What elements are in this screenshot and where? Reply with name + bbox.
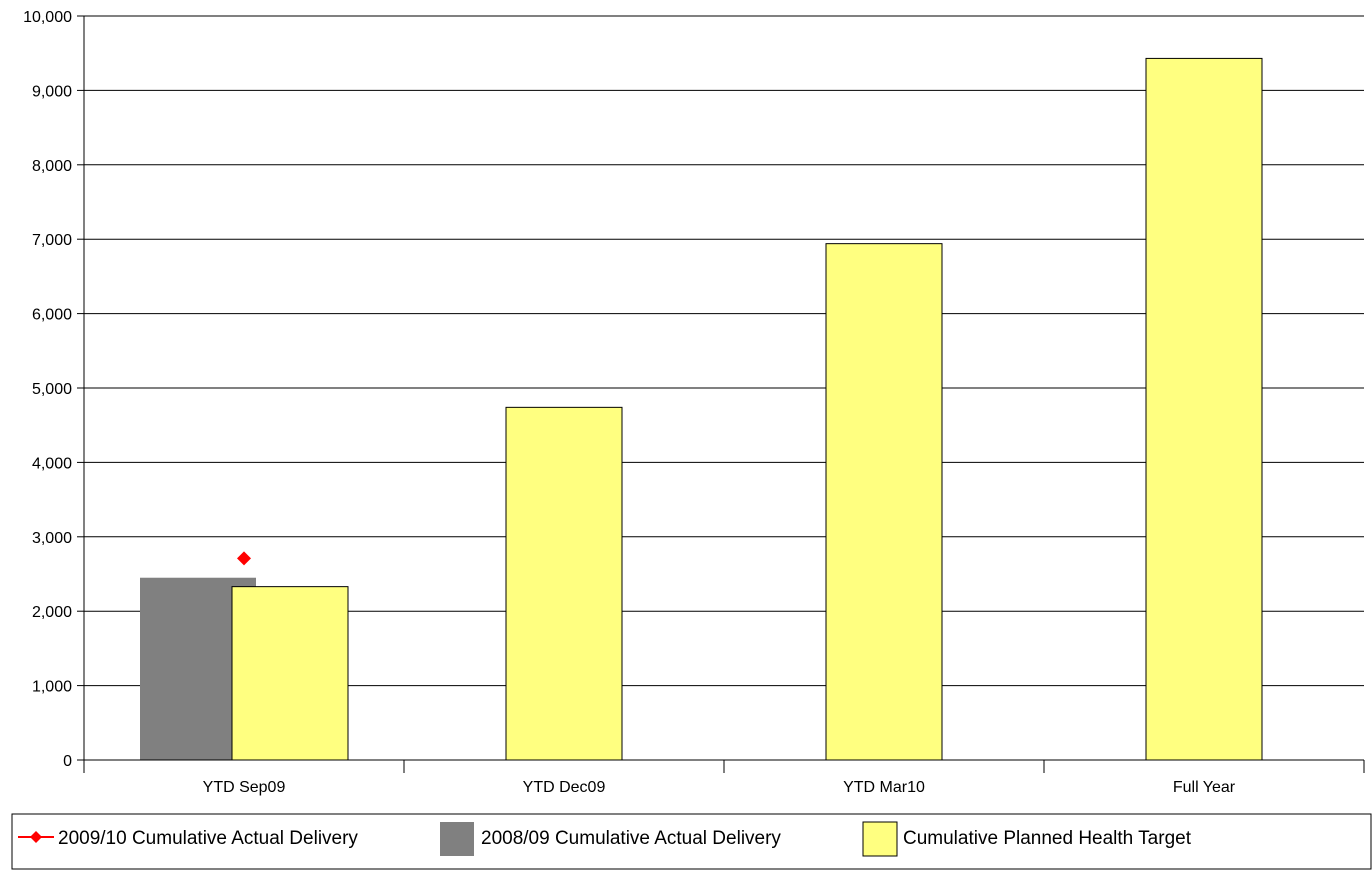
legend-box <box>11 813 1372 870</box>
x-tick-labels: YTD Sep09 YTD Dec09 YTD Mar10 Full Year <box>203 779 1236 796</box>
legend-diamond-icon <box>30 831 42 843</box>
y-tick-label: 6,000 <box>32 307 72 324</box>
legend: 2009/10 Cumulative Actual Delivery 2008/… <box>11 813 1372 870</box>
legend-item-actual-2009-10: 2009/10 Cumulative Actual Delivery <box>18 828 358 849</box>
legend-label-planned-target: Cumulative Planned Health Target <box>903 828 1192 849</box>
bar-planned-target <box>1145 57 1263 761</box>
bar-planned-target <box>505 406 623 761</box>
legend-swatch-gray <box>440 822 474 856</box>
x-tick-label: YTD Dec09 <box>523 779 606 796</box>
legend-swatch-yellow <box>862 821 898 857</box>
legend-label-actual-2009-10: 2009/10 Cumulative Actual Delivery <box>58 828 358 849</box>
y-tick-label: 7,000 <box>32 232 72 249</box>
legend-item-actual-2008-09: 2008/09 Cumulative Actual Delivery <box>440 822 781 856</box>
x-tick-label: Full Year <box>1173 779 1236 796</box>
y-tick-label: 9,000 <box>32 83 72 100</box>
y-tick-label: 5,000 <box>32 381 72 398</box>
bar-planned-target <box>825 243 943 761</box>
bar-planned-target <box>231 586 349 761</box>
x-tick-label: YTD Sep09 <box>203 779 286 796</box>
legend-item-planned-target: Cumulative Planned Health Target <box>862 821 1192 857</box>
marker-actual-2009-10 <box>237 551 251 566</box>
bars <box>140 57 1263 761</box>
y-tick-label: 1,000 <box>32 679 72 696</box>
legend-label-actual-2008-09: 2008/09 Cumulative Actual Delivery <box>481 828 781 849</box>
y-tick-label: 10,000 <box>23 9 72 26</box>
y-tick-label: 0 <box>63 753 72 770</box>
y-tick-labels: 0 1,000 2,000 3,000 4,000 5,000 6,000 7,000 8,00… <box>23 9 72 770</box>
x-tick-label: YTD Mar10 <box>843 779 925 796</box>
markers <box>237 551 251 566</box>
axes <box>77 15 1365 773</box>
y-tick-label: 3,000 <box>32 530 72 547</box>
y-tick-label: 2,000 <box>32 604 72 621</box>
y-tick-label: 8,000 <box>32 158 72 175</box>
y-tick-label: 4,000 <box>32 455 72 472</box>
